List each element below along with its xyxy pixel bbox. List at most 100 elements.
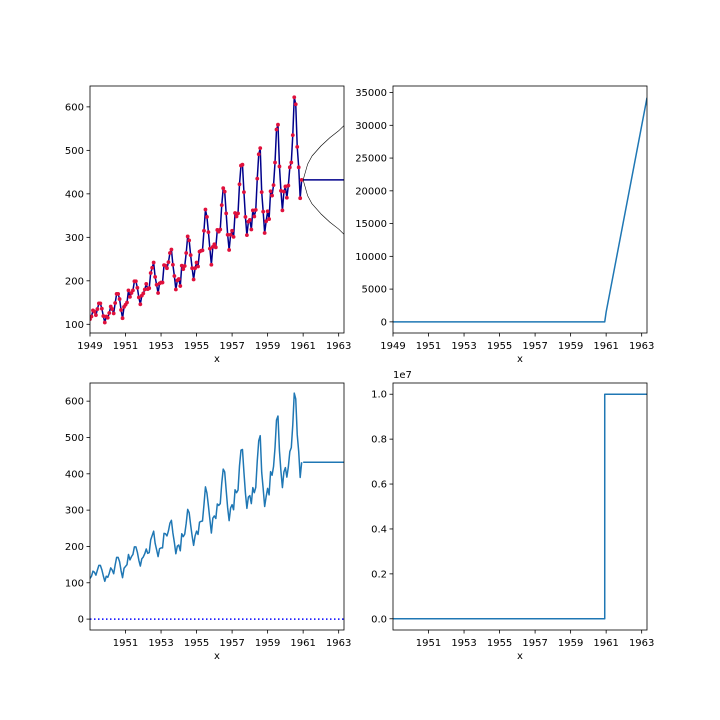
data-point xyxy=(148,271,153,275)
data-point xyxy=(116,291,121,296)
x-tick-label: 1949 xyxy=(380,341,405,352)
data-point xyxy=(179,263,184,268)
x-tick-label: 1961 xyxy=(593,341,618,352)
x-tick-label: 1951 xyxy=(416,341,441,352)
data-point xyxy=(136,295,141,300)
data-point xyxy=(258,146,263,151)
y-tick-label: 30000 xyxy=(355,121,387,132)
plot-area xyxy=(90,392,344,620)
data-point xyxy=(203,207,208,212)
data-point xyxy=(262,231,267,235)
y-tick-label: 200 xyxy=(65,542,84,553)
data-point xyxy=(135,285,140,290)
data-point xyxy=(147,286,152,291)
data-point xyxy=(105,315,110,320)
data-point xyxy=(131,288,135,293)
x-axis-label: x xyxy=(517,354,523,365)
data-point xyxy=(202,228,206,233)
x-tick-label: 1955 xyxy=(184,638,209,649)
y-tick-label: 15000 xyxy=(355,219,387,230)
y-tick-label: 600 xyxy=(65,102,84,113)
x-tick-label: 1953 xyxy=(148,638,173,649)
x-tick-label: 1963 xyxy=(326,341,351,352)
data-point xyxy=(168,251,172,255)
data-point xyxy=(170,262,175,267)
x-tick-label: 1955 xyxy=(184,341,209,352)
data-point xyxy=(268,189,273,194)
x-tick-label: 1959 xyxy=(255,341,280,352)
x-tick-label: 1959 xyxy=(255,638,280,649)
data-point xyxy=(267,217,271,221)
data-point xyxy=(253,208,258,212)
data-point xyxy=(94,313,98,318)
data-point xyxy=(165,266,169,271)
data-point xyxy=(141,291,146,296)
data-point xyxy=(142,287,147,292)
data-point xyxy=(138,302,143,307)
y-tick-label: 500 xyxy=(65,433,84,444)
x-tick-label: 1955 xyxy=(487,341,512,352)
data-point xyxy=(274,127,279,132)
y-tick-label: 100 xyxy=(65,320,84,331)
data-point xyxy=(184,251,189,255)
y-tick-label: 5000 xyxy=(362,285,387,296)
x-axis-label: x xyxy=(517,651,523,662)
data-point xyxy=(107,311,112,315)
data-point xyxy=(227,248,232,252)
data-point xyxy=(279,188,283,193)
chart-top-right: 1949 1951 1953 1955 1957 1959 1961 1963 0 5000 100… xyxy=(355,85,654,365)
y-tick-label: 35000 xyxy=(355,88,387,99)
data-point xyxy=(233,211,237,215)
data-point xyxy=(231,235,236,239)
data-point xyxy=(153,275,158,279)
data-point xyxy=(119,308,123,312)
data-point xyxy=(144,281,149,286)
data-point xyxy=(154,282,159,287)
plot-area xyxy=(90,95,344,325)
y-tick-label: 0 xyxy=(381,317,387,328)
data-point xyxy=(265,209,270,214)
data-point xyxy=(271,183,276,188)
data-point xyxy=(218,227,223,232)
data-point xyxy=(206,230,211,235)
data-point xyxy=(228,232,233,237)
y-tick-label: 0 xyxy=(78,615,84,626)
y-tick-label: 0.0 xyxy=(371,614,387,625)
data-point xyxy=(126,288,131,293)
axes-frame xyxy=(392,85,648,334)
data-point xyxy=(264,219,269,224)
x-tick-label: 1953 xyxy=(451,638,476,649)
data-point xyxy=(166,260,171,265)
x-tick-label: 1961 xyxy=(593,638,618,649)
x-tick-label: 1951 xyxy=(113,341,138,352)
series-line-0 xyxy=(393,393,647,620)
data-point xyxy=(230,228,235,233)
data-point xyxy=(289,160,294,165)
data-point xyxy=(213,245,218,250)
y-tick-label: 400 xyxy=(65,189,84,200)
data-point xyxy=(293,102,298,107)
data-point xyxy=(196,264,200,269)
data-point xyxy=(205,214,209,219)
y-tick-label: 500 xyxy=(65,146,84,157)
data-point xyxy=(156,291,160,295)
data-point xyxy=(194,260,199,265)
data-point xyxy=(256,152,261,157)
data-point xyxy=(255,176,260,181)
data-point xyxy=(176,277,181,281)
data-point xyxy=(110,307,115,311)
chart-top-left: 1949 1951 1953 1955 1957 1959 1961 1963 100 200 30… xyxy=(65,85,351,365)
series-line-upper-band xyxy=(302,125,344,181)
x-axis-label: x xyxy=(214,651,220,662)
data-point xyxy=(90,314,94,319)
data-point xyxy=(172,274,177,278)
data-point xyxy=(286,183,291,188)
y-tick-label: 0.6 xyxy=(371,480,387,491)
y-tick-label: 300 xyxy=(65,233,84,244)
y-tick-label: 20000 xyxy=(355,186,387,197)
data-point xyxy=(224,211,229,216)
axes-frame xyxy=(89,382,345,631)
data-point xyxy=(151,260,156,265)
data-point xyxy=(247,218,252,222)
